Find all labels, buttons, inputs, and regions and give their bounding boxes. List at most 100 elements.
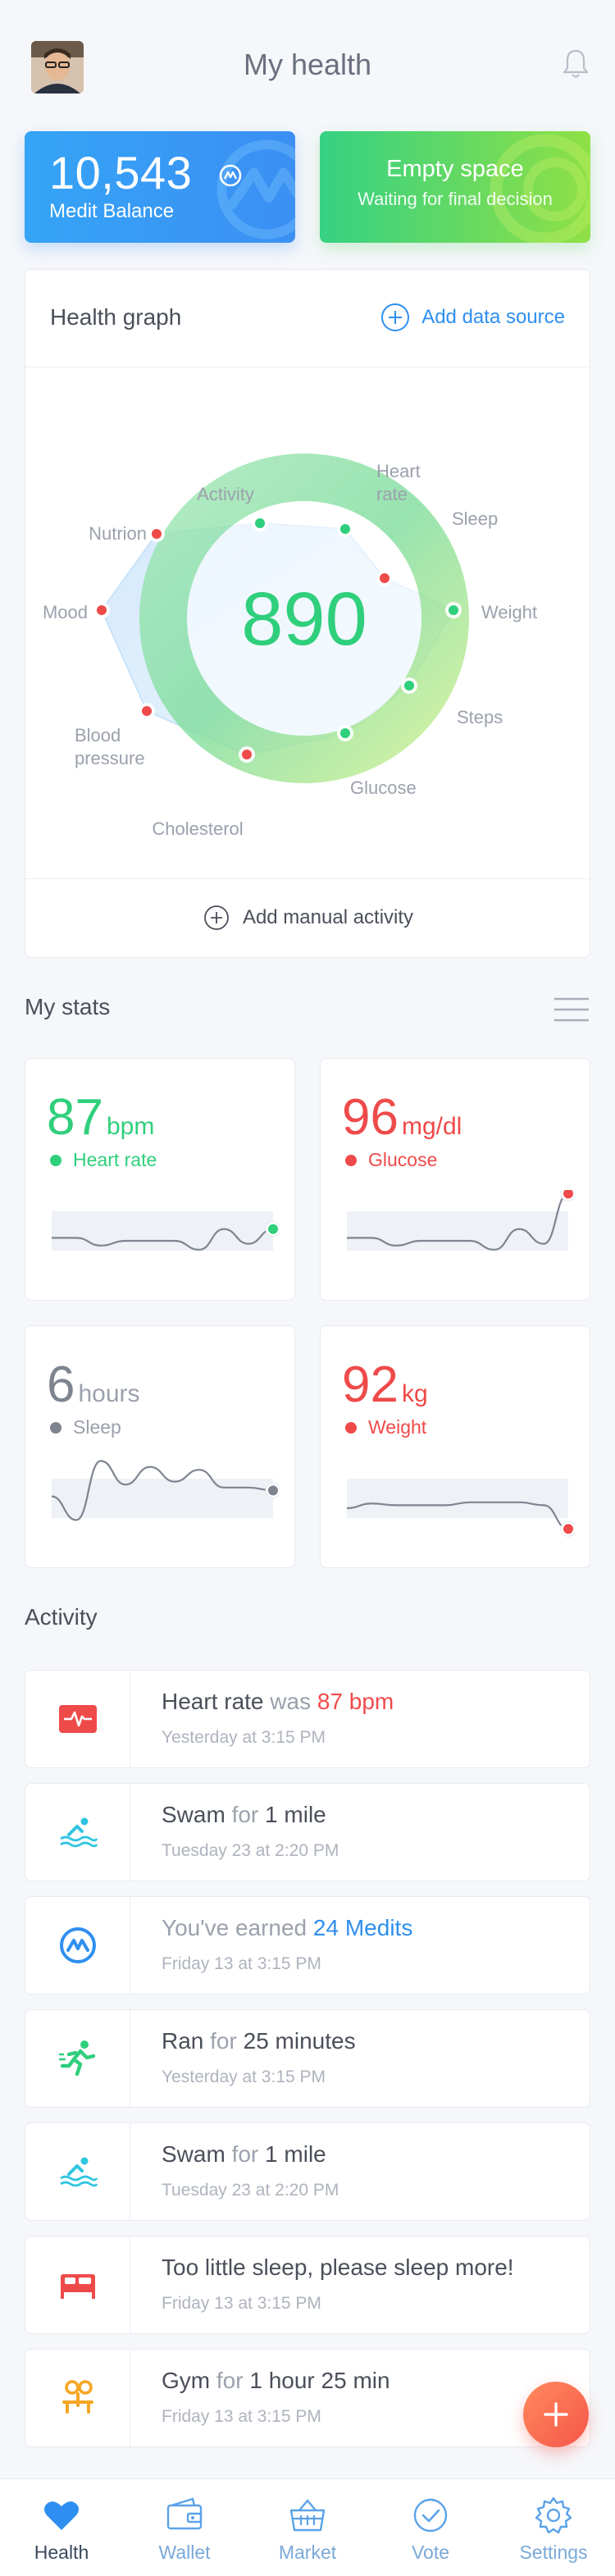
stat-card-weight[interactable]: 92 kg Weight <box>320 1325 590 1568</box>
activity-title: Too little sleep, please sleep more! <box>162 2255 514 2281</box>
radar-point[interactable] <box>255 518 265 528</box>
balance-label: Medit Balance <box>49 200 175 222</box>
hamburger-menu-icon[interactable] <box>554 996 589 1023</box>
radar-point[interactable] <box>152 529 162 539</box>
tab-label: Wallet <box>158 2542 211 2563</box>
tab-label: Market <box>278 2542 337 2563</box>
activity-timestamp: Friday 13 at 3:15 PM <box>162 1954 321 1973</box>
divider <box>25 878 591 879</box>
stat-value: 87 bpm <box>47 1088 154 1147</box>
stat-label: Sleep <box>50 1416 121 1438</box>
sparkline-end-point <box>563 1524 573 1534</box>
activity-title: Ran for 25 minutes <box>162 2028 356 2054</box>
activity-timestamp: Yesterday at 3:15 PM <box>162 1728 326 1747</box>
sparkline-end-point <box>268 1485 278 1496</box>
add-data-source-button[interactable]: Add data source <box>380 303 565 332</box>
radar-point[interactable] <box>97 605 107 615</box>
medit-icon <box>25 1897 130 1994</box>
sparkline-band <box>347 1479 568 1518</box>
medit-balance-card[interactable]: 10,543 Medit Balance <box>25 131 295 243</box>
add-manual-activity-button[interactable]: Add manual activity <box>25 905 591 931</box>
stat-card-heart-rate[interactable]: 87 bpm Heart rate <box>25 1058 295 1301</box>
radar-axis-label: Sleep <box>452 508 498 529</box>
activity-item[interactable]: Gym for 1 hour 25 min Friday 13 at 3:15 P… <box>25 2349 590 2447</box>
activity-title-part: for <box>216 2368 250 2393</box>
activity-title-part: 24 Medits <box>312 1915 413 1940</box>
plus-circle-icon <box>381 303 410 331</box>
activity-item[interactable]: Too little sleep, please sleep more! Frid… <box>25 2236 590 2334</box>
activity-item[interactable]: Swam for 1 mile Tuesday 23 at 2:20 PM <box>25 2122 590 2221</box>
sparkline-end-point <box>268 1224 278 1234</box>
activity-title-part: 1 mile <box>265 1802 326 1827</box>
plus-icon <box>544 2402 568 2427</box>
trend-sparkline <box>52 1211 280 1251</box>
stat-unit: mg/dl <box>401 1113 462 1140</box>
stat-value: 92 kg <box>342 1356 428 1414</box>
status-dot <box>345 1154 357 1166</box>
medit-watermark-icon <box>216 139 295 239</box>
health-radar-chart: Activity Heart rate Sleep Weight Steps Glucose… <box>43 454 537 839</box>
activity-title-part: 1 mile <box>265 2141 326 2167</box>
radar-point[interactable] <box>340 728 350 738</box>
status-dot <box>50 1154 61 1166</box>
add-button[interactable] <box>523 2382 589 2447</box>
tab-vote[interactable]: Vote <box>369 2479 492 2576</box>
activity-item[interactable]: Ran for 25 minutes Yesterday at 3:15 PM <box>25 2009 590 2108</box>
activity-title-part: was <box>270 1689 317 1714</box>
health-score: 890 <box>241 577 367 661</box>
tab-wallet[interactable]: Wallet <box>123 2479 246 2576</box>
avatar[interactable] <box>31 41 84 93</box>
radar-point[interactable] <box>340 524 350 534</box>
health-graph-title: Health graph <box>50 304 182 330</box>
activity-item[interactable]: You've earned 24 Medits Friday 13 at 3:15… <box>25 1896 590 1995</box>
radar-point[interactable] <box>380 573 390 583</box>
my-stats-title: My stats <box>25 994 111 1019</box>
radar-point[interactable] <box>404 681 414 691</box>
empty-space-subtitle: Waiting for final decision <box>358 189 553 209</box>
bell-icon[interactable] <box>561 48 590 80</box>
activity-item[interactable]: Heart rate was 87 bpm Yesterday at 3:15 P… <box>25 1670 590 1768</box>
tab-label: Vote <box>411 2542 450 2563</box>
stat-number: 6 <box>47 1356 75 1413</box>
activity-title-part: for <box>231 1802 266 1827</box>
sparkline-line <box>51 1460 274 1521</box>
balance-value: 10,543 <box>49 147 193 198</box>
activity-timestamp: Friday 13 at 3:15 PM <box>162 2407 321 2426</box>
empty-space-card[interactable]: Empty space Waiting for final decision <box>320 131 590 243</box>
activity-title-part: 87 bpm <box>317 1689 394 1714</box>
radar-point[interactable] <box>142 706 152 716</box>
activity-timestamp: Yesterday at 3:15 PM <box>162 2068 326 2086</box>
radar-points <box>93 515 462 763</box>
stat-label-text: Glucose <box>368 1149 438 1170</box>
medit-icon <box>219 164 242 187</box>
activity-title-part: Gym <box>162 2368 216 2393</box>
add-data-source-label: Add data source <box>421 306 565 328</box>
tab-settings[interactable]: Settings <box>492 2479 615 2576</box>
radar-point[interactable] <box>242 750 252 759</box>
activity-title: Swam for 1 mile <box>162 1802 326 1828</box>
runner-icon <box>25 2010 130 2107</box>
stat-label-text: Heart rate <box>73 1149 157 1170</box>
gym-icon <box>25 2350 130 2446</box>
activity-item[interactable]: Swam for 1 mile Tuesday 23 at 2:20 PM <box>25 1783 590 1881</box>
stat-unit: hours <box>78 1380 140 1407</box>
tab-health[interactable]: Health <box>0 2479 123 2576</box>
placeholder-watermark-icon <box>490 134 590 243</box>
trend-sparkline <box>346 1479 575 1537</box>
status-dot <box>50 1421 61 1434</box>
stat-card-glucose[interactable]: 96 mg/dl Glucose <box>320 1058 590 1301</box>
sparkline-end-point <box>563 1190 573 1199</box>
activity-title: You've earned 24 Medits <box>162 1915 412 1941</box>
tab-label: Settings <box>519 2542 588 2563</box>
heart-monitor-icon <box>25 1671 130 1767</box>
add-manual-activity-label: Add manual activity <box>242 906 414 928</box>
page-title: My health <box>243 48 372 81</box>
trend-sparkline <box>51 1460 280 1521</box>
radar-axis-label: Heart rate <box>376 461 421 504</box>
stat-card-sleep[interactable]: 6 hours Sleep <box>25 1325 295 1568</box>
radar-point[interactable] <box>449 605 458 615</box>
stat-label-text: Weight <box>368 1416 427 1438</box>
sparkline-band <box>52 1479 273 1518</box>
status-dot <box>345 1421 357 1434</box>
tab-market[interactable]: Market <box>246 2479 369 2576</box>
